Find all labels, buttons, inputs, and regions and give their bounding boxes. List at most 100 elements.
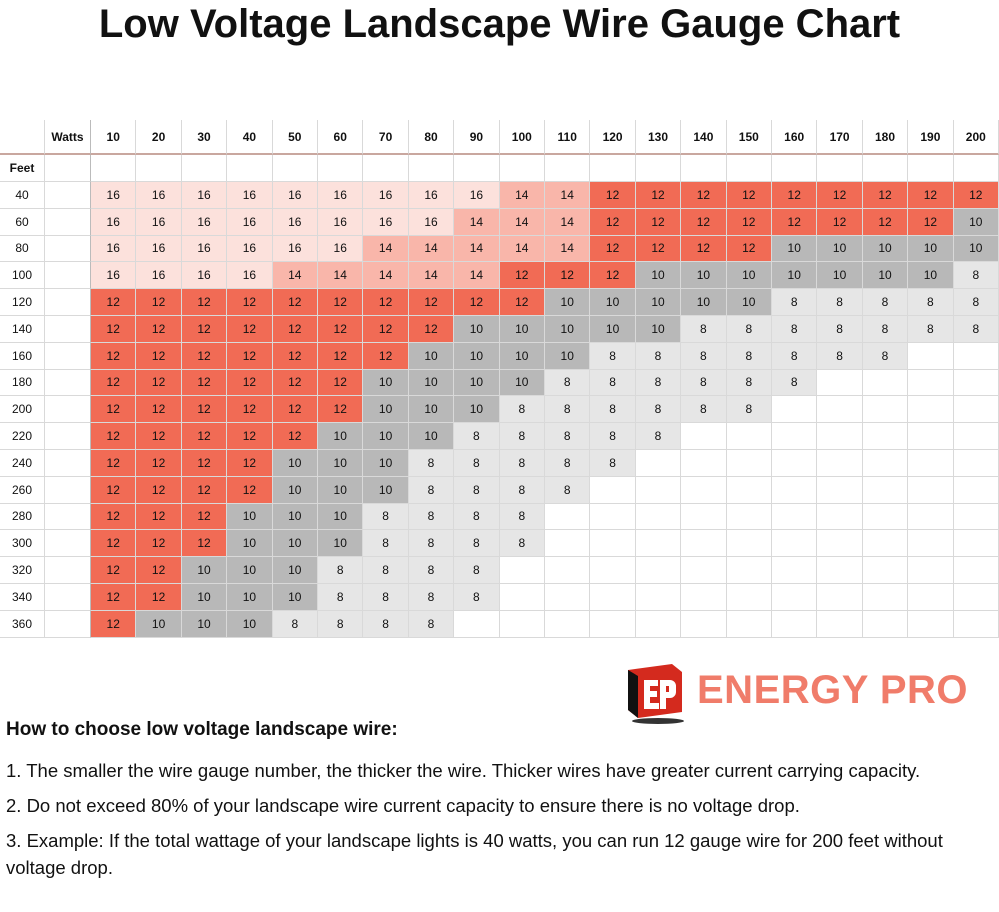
gauge-cell: 12 (318, 342, 364, 370)
gauge-cell: 8 (817, 289, 863, 316)
feet-header: 340 (0, 584, 45, 611)
gauge-cell: 16 (363, 182, 409, 209)
gauge-cell: 8 (545, 423, 591, 450)
gauge-cell: 12 (181, 503, 228, 531)
gauge-cell: 12 (953, 182, 999, 209)
gauge-cell: 16 (181, 182, 228, 209)
gauge-cell: 16 (136, 262, 182, 290)
gauge-cell: 12 (363, 316, 409, 343)
empty-cell (908, 503, 954, 531)
gauge-cell: 10 (318, 450, 364, 477)
empty-cell (817, 557, 863, 584)
gauge-cell: 16 (318, 235, 364, 263)
empty-cell (45, 235, 91, 263)
gauge-cell: 12 (91, 584, 137, 611)
gauge-cell: 12 (91, 423, 137, 450)
gauge-cell: 12 (227, 342, 273, 370)
gauge-cell: 8 (454, 530, 500, 558)
gauge-cell: 8 (499, 476, 545, 504)
empty-cell (45, 584, 91, 611)
gauge-cell: 12 (227, 396, 273, 424)
empty-cell (772, 530, 818, 558)
empty-cell (545, 503, 591, 531)
empty-cell (318, 155, 364, 182)
gauge-cell: 12 (227, 369, 273, 397)
gauge-cell: 16 (227, 235, 273, 263)
gauge-cell: 16 (272, 182, 318, 209)
gauge-cell: 16 (272, 208, 318, 236)
empty-cell (953, 503, 999, 531)
gauge-cell: 8 (408, 530, 455, 558)
feet-header: 260 (0, 476, 45, 504)
gauge-cell: 10 (772, 262, 818, 290)
gauge-cell: 12 (91, 369, 137, 397)
gauge-cell: 8 (545, 369, 591, 397)
empty-cell (545, 530, 591, 558)
gauge-cell: 16 (227, 262, 273, 290)
empty-cell (862, 503, 909, 531)
feet-header: 100 (0, 262, 45, 290)
gauge-cell: 14 (545, 182, 591, 209)
watts-header: 90 (454, 120, 500, 155)
empty-cell (681, 557, 727, 584)
empty-cell (45, 610, 91, 638)
empty-cell (908, 423, 954, 450)
empty-cell (953, 450, 999, 477)
gauge-cell: 10 (363, 450, 409, 477)
gauge-cell: 14 (454, 235, 500, 263)
gauge-cell: 12 (681, 235, 727, 263)
watts-header: 120 (590, 120, 636, 155)
empty-cell (499, 584, 545, 611)
title: Low Voltage Landscape Wire Gauge Chart (98, 2, 901, 46)
empty-cell (726, 450, 772, 477)
gauge-cell: 12 (136, 557, 182, 584)
empty-cell (772, 476, 818, 504)
gauge-cell: 10 (862, 262, 909, 290)
gauge-cell: 8 (953, 262, 999, 290)
empty-cell (545, 584, 591, 611)
empty-cell (363, 155, 409, 182)
gauge-cell: 8 (908, 316, 954, 343)
gauge-cell: 10 (408, 369, 455, 397)
feet-header: 300 (0, 530, 45, 558)
gauge-cell: 12 (726, 235, 772, 263)
gauge-cell: 10 (272, 584, 318, 611)
empty-cell (953, 342, 999, 370)
gauge-cell: 14 (499, 182, 545, 209)
empty-cell (953, 369, 999, 397)
empty-cell (590, 503, 636, 531)
gauge-cell: 10 (272, 503, 318, 531)
gauge-cell: 14 (408, 262, 455, 290)
gauge-cell: 8 (590, 396, 636, 424)
gauge-cell: 10 (590, 289, 636, 316)
gauge-cell: 8 (454, 476, 500, 504)
gauge-cell: 8 (454, 423, 500, 450)
gauge-cell: 12 (227, 476, 273, 504)
gauge-cell: 10 (817, 262, 863, 290)
gauge-cell: 16 (408, 208, 455, 236)
gauge-cell: 12 (181, 369, 228, 397)
gauge-cell: 8 (726, 342, 772, 370)
gauge-cell: 8 (772, 369, 818, 397)
gauge-cell: 10 (545, 289, 591, 316)
gauge-cell: 12 (227, 289, 273, 316)
gauge-cell: 10 (227, 557, 273, 584)
empty-cell (635, 530, 682, 558)
gauge-cell: 8 (408, 503, 455, 531)
gauge-cell: 10 (499, 316, 545, 343)
gauge-cell: 8 (681, 342, 727, 370)
feet-header: 220 (0, 423, 45, 450)
instruction: 2. Do not exceed 80% of your landscape w… (6, 795, 800, 816)
watts-header: 110 (545, 120, 591, 155)
empty-cell (862, 530, 909, 558)
gauge-cell: 8 (772, 289, 818, 316)
gauge-cell: 16 (91, 208, 137, 236)
empty-cell (499, 155, 545, 182)
empty-cell (726, 155, 772, 182)
gauge-cell: 10 (635, 316, 682, 343)
gauge-cell: 10 (499, 342, 545, 370)
gauge-cell: 14 (545, 235, 591, 263)
empty-cell (908, 476, 954, 504)
gauge-cell: 10 (272, 557, 318, 584)
feet-header: 60 (0, 208, 45, 236)
